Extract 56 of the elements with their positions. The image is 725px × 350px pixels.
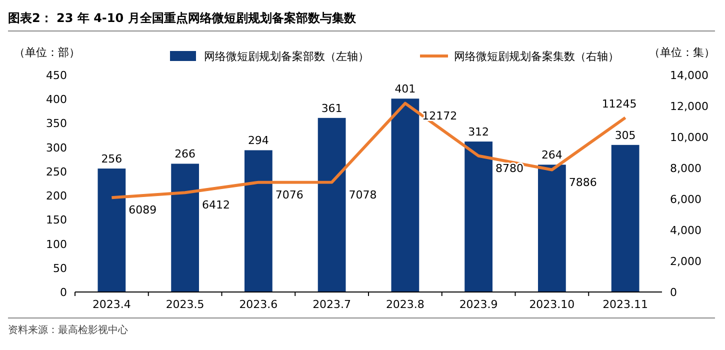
data-label: 7076: [275, 188, 304, 202]
y-tick-label: 450: [46, 69, 67, 82]
bar: [464, 142, 493, 292]
x-tick-label: 2023.10: [529, 298, 575, 311]
y2-tick-label: 14,000: [670, 69, 708, 82]
x-tick-label: 2023.4: [92, 298, 131, 311]
y2-tick-label: 6,000: [670, 193, 702, 206]
bar: [318, 118, 346, 292]
chart-title: 图表2： 23 年 4-10 月全国重点网络微短剧规划备案部数与集数: [8, 11, 357, 25]
data-label: 294: [248, 134, 269, 148]
y2-tick-label: 12,000: [670, 100, 708, 113]
x-tick-label: 2023.7: [312, 298, 352, 311]
data-label: 264: [541, 148, 562, 162]
bar: [98, 168, 126, 292]
y-tick-label: 350: [46, 117, 67, 130]
data-label: 266: [174, 148, 196, 161]
data-label: 7078: [348, 188, 377, 202]
text: 资料来源：最高检影视中心: [8, 324, 128, 336]
data-label: 12172: [422, 109, 458, 122]
y-tick-label: 200: [46, 190, 67, 203]
data-label: 6412: [202, 198, 230, 212]
data-label: 7886: [568, 176, 597, 189]
data-label: 361: [321, 102, 342, 115]
data-label: 401: [394, 82, 416, 96]
x-tick-label: 2023.6: [239, 298, 278, 311]
bar: [244, 150, 272, 292]
y2-tick-label: 8,000: [670, 162, 702, 175]
y2-tick-label: 0: [670, 286, 677, 299]
data-label: 6089: [128, 204, 157, 217]
y-tick-label: 400: [46, 93, 67, 106]
x-tick-label: 2023.9: [459, 298, 498, 311]
bar: [171, 164, 200, 292]
data-label: 256: [101, 152, 122, 166]
y-tick-label: 300: [46, 141, 67, 154]
bar: [611, 144, 640, 292]
y-tick-label: 0: [60, 286, 67, 299]
x-tick-label: 2023.8: [386, 298, 424, 311]
y2-tick-label: 10,000: [670, 131, 708, 144]
data-label: 8780: [496, 162, 524, 175]
data-label: 312: [468, 126, 490, 139]
bar: [538, 164, 566, 292]
y-tick-label: 50: [53, 262, 67, 275]
x-tick-label: 2023.5: [166, 298, 204, 311]
y-tick-label: 250: [46, 165, 67, 178]
y-tick-label: 100: [46, 238, 67, 251]
data-label: 305: [614, 128, 636, 142]
y2-tick-label: 4,000: [670, 224, 702, 237]
bar: [391, 98, 420, 292]
legend-label: 网络微短剧规划备案部数（左轴）: [204, 50, 369, 63]
legend-label: 网络微短剧规划备案集数（右轴）: [454, 50, 619, 63]
y2-axis-title: （单位：集）: [649, 46, 715, 59]
y-tick-label: 150: [46, 214, 67, 227]
y2-tick-label: 2,000: [670, 255, 702, 268]
data-label: 11245: [602, 98, 637, 111]
y-axis-title: （单位：部）: [14, 46, 80, 59]
x-tick-label: 2023.11: [602, 298, 648, 311]
